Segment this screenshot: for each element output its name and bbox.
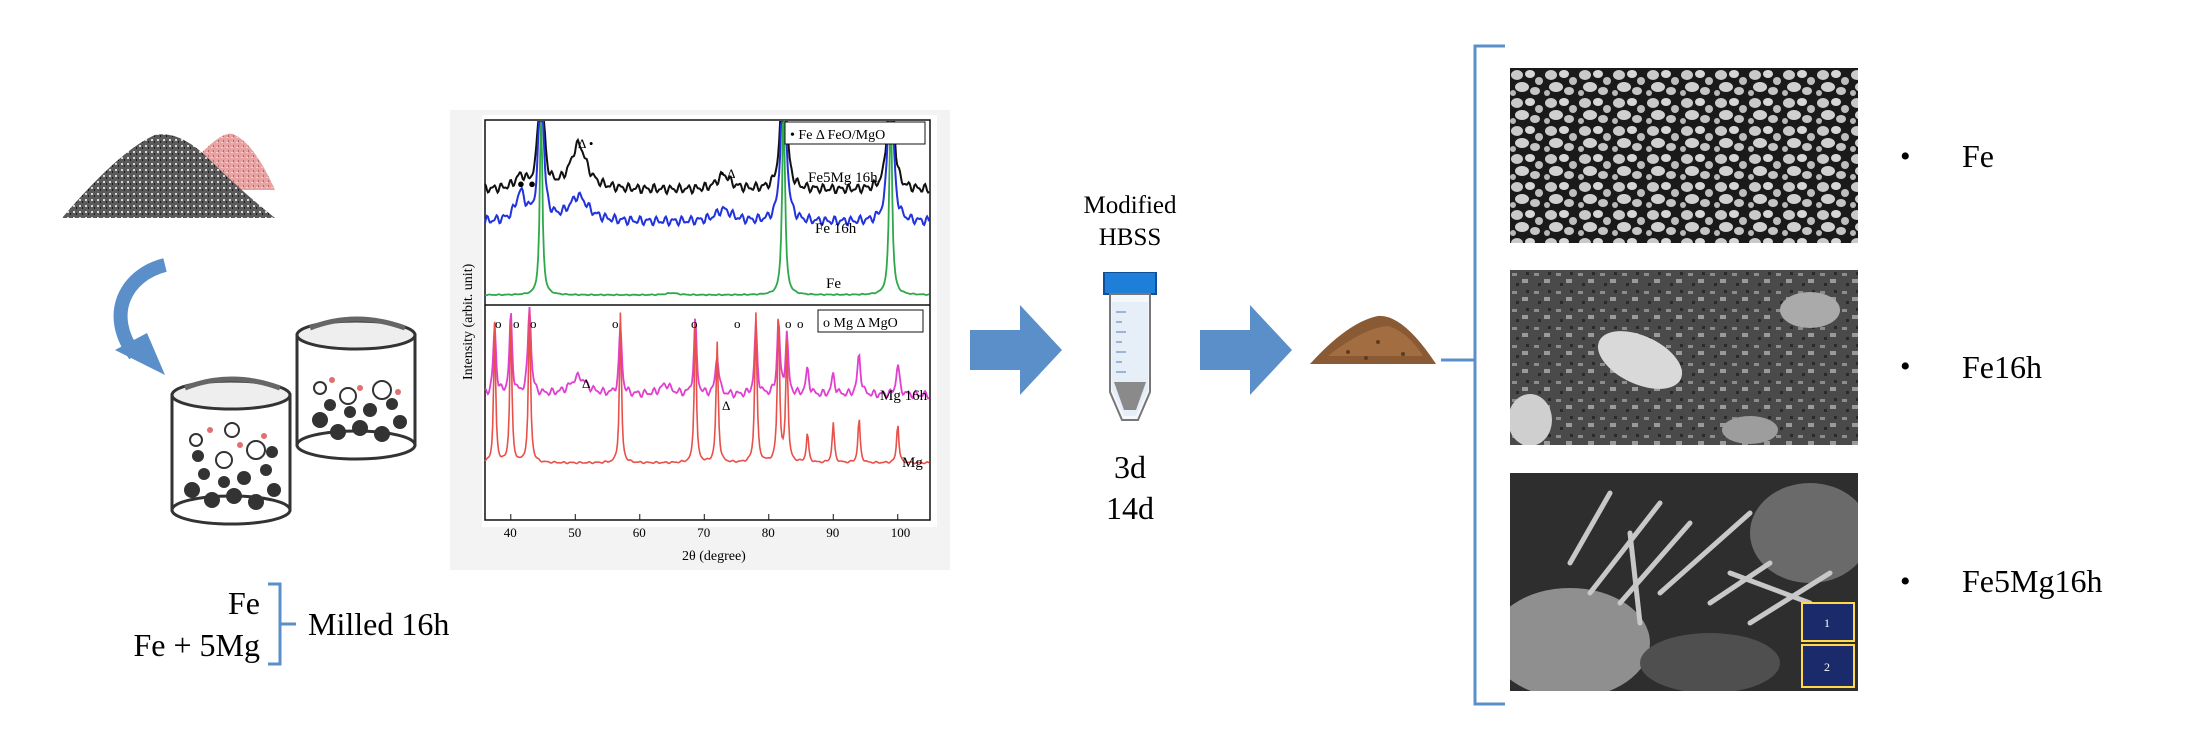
svg-text:Δ: Δ bbox=[722, 398, 730, 413]
sem-image-fe16h bbox=[1510, 270, 1858, 445]
jar-front bbox=[170, 376, 292, 526]
xrd-label-fe: Fe bbox=[826, 276, 841, 292]
materials-bracket bbox=[268, 582, 296, 666]
xrd-tick-label: 70 bbox=[697, 525, 710, 540]
xrd-y-label: Intensity (arbit. unit) bbox=[461, 263, 476, 380]
tube-cap bbox=[1103, 272, 1157, 295]
xrd-tick-label: 90 bbox=[826, 525, 839, 540]
xrd-x-label: 2θ (degree) bbox=[682, 549, 746, 564]
solution-label-line1: Modified bbox=[1083, 192, 1177, 219]
sem-bullet-3: • bbox=[1900, 565, 1911, 598]
xrd-x-ticks: 40 50 60 70 80 90 100 bbox=[504, 514, 910, 540]
product-powder bbox=[1310, 315, 1436, 364]
svg-text:o: o bbox=[734, 316, 741, 331]
xrd-curve-mg-16h bbox=[484, 306, 930, 400]
sem-image-fe bbox=[1510, 68, 1858, 243]
xrd-curve-fe-16h bbox=[484, 121, 930, 228]
sem-inset: 1 2 bbox=[1801, 602, 1855, 688]
svg-text:Δ: Δ bbox=[582, 376, 590, 391]
svg-text:● ●: ● ● bbox=[517, 176, 536, 191]
curved-arrow bbox=[113, 258, 168, 375]
xrd-label-fe-16h: Fe 16h bbox=[815, 221, 857, 237]
material-fe: Fe bbox=[228, 585, 260, 621]
sem-inset-label-1: 1 bbox=[1824, 616, 1830, 630]
xrd-tick-label: 50 bbox=[568, 525, 581, 540]
xrd-label-fe5mg-16h: Fe5Mg 16h bbox=[808, 170, 878, 186]
svg-text:o: o bbox=[797, 316, 804, 331]
svg-text:o: o bbox=[785, 316, 792, 331]
xrd-plot-frame bbox=[484, 119, 931, 521]
powder-piles bbox=[62, 133, 275, 218]
xrd-upper-legend: • Fe Δ FeO/MgO bbox=[790, 128, 885, 143]
sem-label-fe: Fe bbox=[1962, 138, 1994, 174]
svg-text:o: o bbox=[612, 316, 619, 331]
xrd-tick-label: 80 bbox=[762, 525, 775, 540]
fe-powder-pile bbox=[62, 134, 275, 218]
svg-text:• Δ: • Δ bbox=[720, 166, 735, 181]
xrd-tick-label: 40 bbox=[504, 525, 517, 540]
material-fe-5mg: Fe + 5Mg bbox=[133, 627, 261, 663]
sem-inset-label-2: 2 bbox=[1824, 660, 1830, 674]
sem-bullet-1: • bbox=[1900, 140, 1911, 173]
solution-label-line2: HBSS bbox=[1098, 224, 1162, 251]
xrd-tick-label: 60 bbox=[633, 525, 646, 540]
sem-label-fe5mg16h: Fe5Mg16h bbox=[1962, 563, 2103, 599]
jar-back bbox=[295, 316, 417, 461]
svg-text:o: o bbox=[513, 316, 520, 331]
xrd-label-mg-16h: Mg 16h bbox=[880, 388, 928, 404]
xrd-lower-legend: o Mg Δ MgO bbox=[823, 316, 898, 331]
sem-bullet-2: • bbox=[1900, 350, 1911, 383]
sem-label-fe16h: Fe16h bbox=[1962, 349, 2042, 385]
process-label: Milled 16h bbox=[308, 606, 450, 642]
arrow-to-product bbox=[1200, 305, 1292, 395]
duration-3d: 3d bbox=[1114, 449, 1146, 485]
arrow-to-immersion bbox=[970, 305, 1062, 395]
xrd-curve-mg bbox=[484, 311, 930, 465]
sem-image-fe5mg16h: 1 2 bbox=[1510, 473, 1858, 691]
svg-text:o: o bbox=[530, 316, 537, 331]
xrd-label-mg: Mg bbox=[902, 455, 923, 471]
xrd-peak-markers-upper: ● ● Δ • • Δ bbox=[517, 136, 735, 191]
duration-14d: 14d bbox=[1106, 490, 1154, 526]
xrd-curve-fe5mg-16h bbox=[484, 121, 930, 196]
svg-text:o: o bbox=[495, 316, 502, 331]
sem-bracket bbox=[1441, 44, 1505, 706]
svg-text:o: o bbox=[691, 316, 698, 331]
svg-text:Δ •: Δ • bbox=[578, 136, 593, 151]
xrd-tick-label: 100 bbox=[891, 525, 911, 540]
xrd-chart: • Fe Δ FeO/MgO o Mg Δ MgO Fe5Mg 16h Fe 1… bbox=[450, 110, 950, 570]
xrd-curve-fe bbox=[484, 119, 930, 297]
milling-jars bbox=[170, 316, 417, 526]
hbss-tube bbox=[1103, 272, 1157, 421]
